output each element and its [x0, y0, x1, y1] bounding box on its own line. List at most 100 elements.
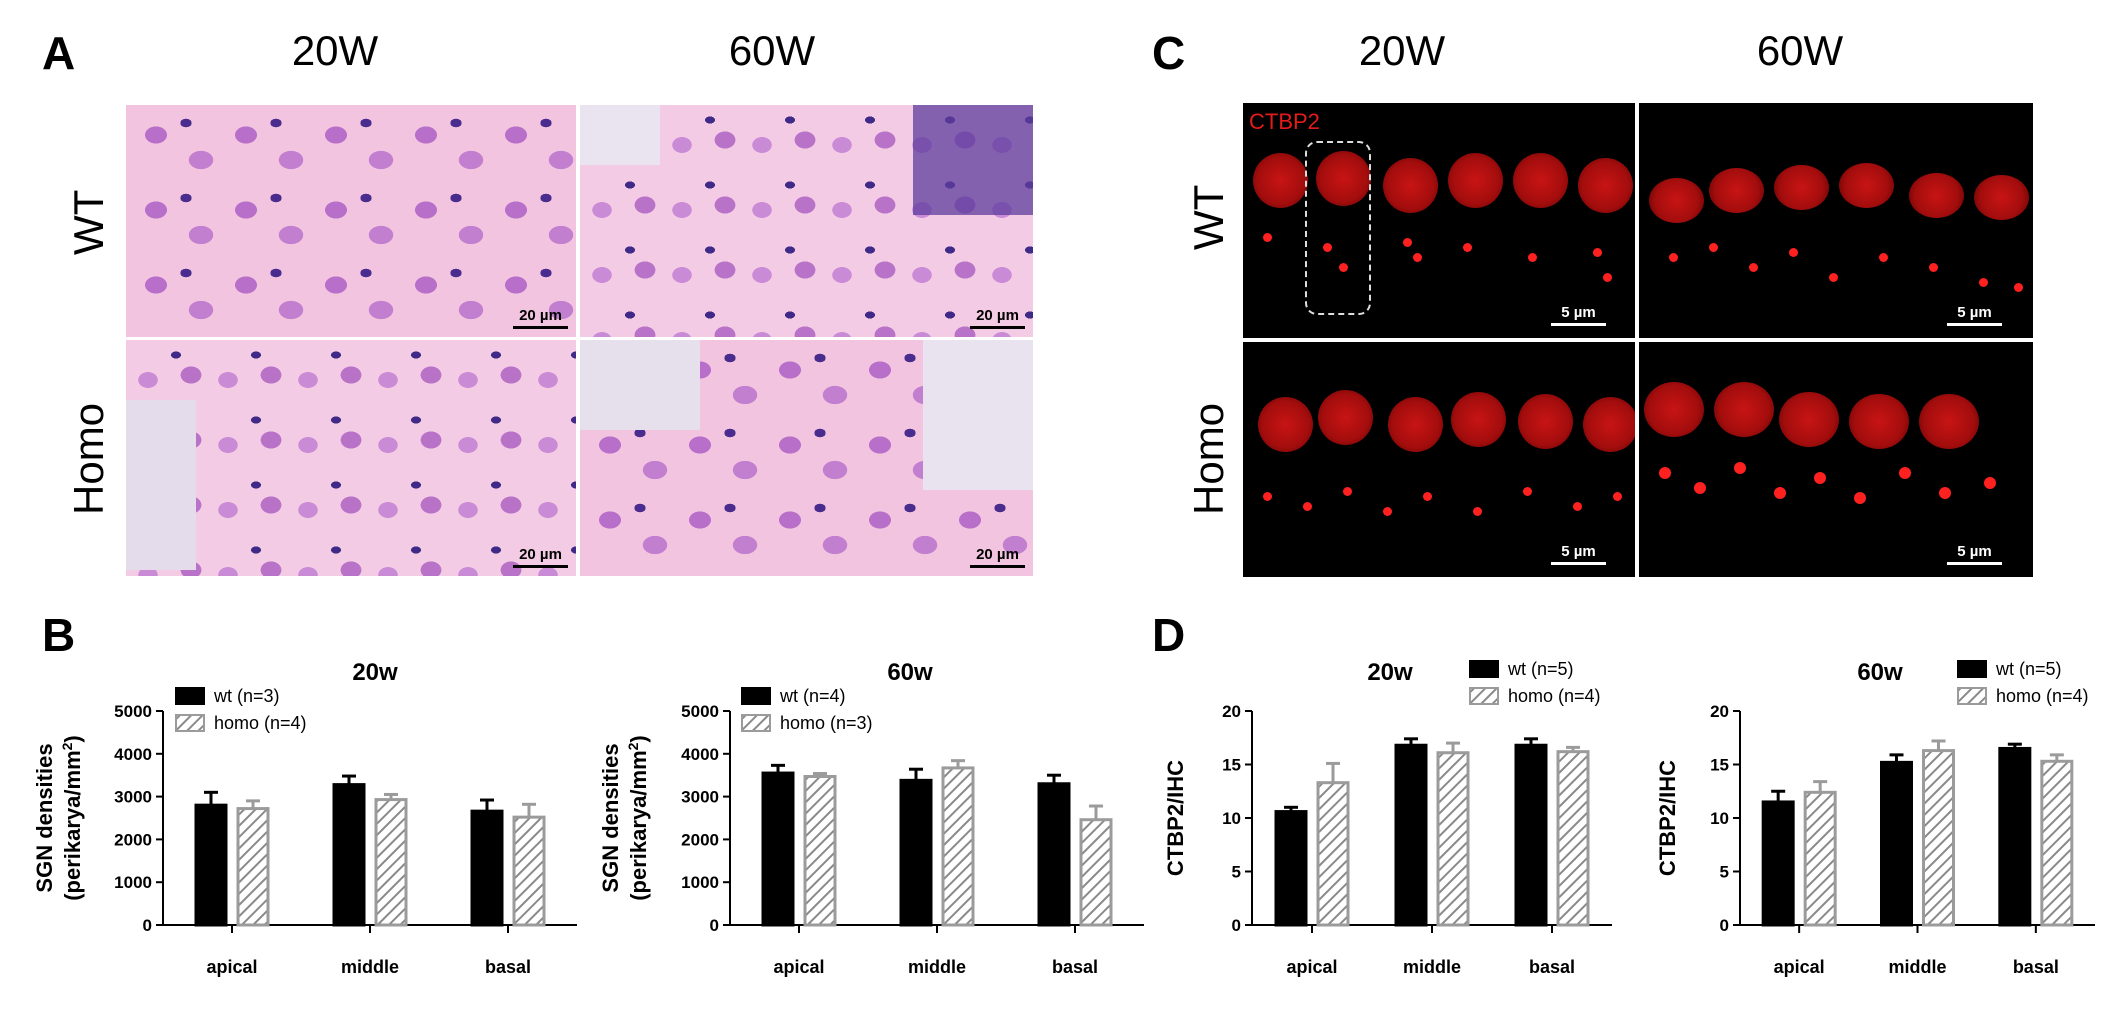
y-tick-label: 10 — [1710, 809, 1729, 828]
legend-swatch-wt — [175, 687, 205, 705]
legend-swatch-wt — [1957, 660, 1987, 678]
y-tick-label: 3000 — [114, 788, 152, 807]
chart-B-20w: 20w SGN densities (perikarya/mm2) 0 1000 2000… — [32, 659, 577, 977]
scale-bar: 20 µm — [970, 546, 1025, 568]
legend-label-wt: wt (n=5) — [1995, 659, 2062, 679]
confocal-image-wt-20w: CTBP2 5 µm — [1243, 103, 1635, 338]
y-axis-label: SGN densities (perikarya/mm2) — [598, 735, 651, 901]
scale-bar: 20 µm — [513, 546, 568, 568]
bar-wt-apical — [194, 803, 228, 927]
y-tick-label: 3000 — [681, 788, 719, 807]
bar-wt-apical — [1274, 810, 1308, 927]
panel-a-col-title-60w: 60W — [728, 27, 816, 74]
he-image-wt-20w: 20 µm — [126, 105, 576, 337]
legend-swatch-homo — [175, 714, 205, 732]
y-tick-label: 1000 — [681, 873, 719, 892]
legend-swatch-homo — [741, 714, 771, 732]
confocal-image-homo-60w: 5 µm — [1639, 342, 2033, 577]
he-image-homo-60w: 20 µm — [580, 340, 1033, 576]
y-tick-label: 4000 — [114, 745, 152, 764]
y-tick-label: 5000 — [681, 702, 719, 721]
bar-homo-basal — [2040, 759, 2074, 927]
y-tick-label: 5000 — [114, 702, 152, 721]
bar-homo-basal — [1556, 750, 1590, 927]
x-tick-label: apical — [773, 957, 824, 977]
chart-D-20w: 20w CTBP2/IHC 0 5 10 15 20 apical middle basal wt … — [1163, 659, 1612, 977]
legend-label-homo: homo (n=4) — [214, 713, 307, 733]
chart-D-60w: 60w CTBP2/IHC 0 5 10 15 20 apical middle basal wt … — [1655, 659, 2095, 977]
bar-homo-middle — [374, 798, 408, 927]
chart-title: 20w — [1367, 659, 1413, 686]
x-tick-label: apical — [206, 957, 257, 977]
confocal-image-homo-20w: 5 µm — [1243, 342, 1635, 577]
y-tick-label: 5 — [1232, 863, 1241, 882]
y-tick-label: 5 — [1720, 863, 1729, 882]
y-axis-label: CTBP2/IHC — [1655, 760, 1680, 876]
panel-c-col-title-60w: 60W — [1756, 27, 1844, 74]
scale-bar: 5 µm — [1551, 304, 1606, 326]
legend-label-wt: wt (n=3) — [213, 686, 280, 706]
chart-title: 60w — [887, 659, 933, 686]
panel-label-b: B — [42, 609, 76, 661]
bar-homo-apical — [236, 807, 270, 927]
y-tick-label: 0 — [710, 916, 719, 935]
panel-c-col-title-20w: 20W — [1358, 27, 1446, 74]
scale-bar: 20 µm — [970, 307, 1025, 329]
y-tick-label: 20 — [1710, 702, 1729, 721]
ihc-outline — [1305, 141, 1371, 315]
confocal-image-wt-60w: 5 µm — [1639, 103, 2033, 338]
scale-bar: 5 µm — [1947, 543, 2002, 565]
ctbp2-label: CTBP2 — [1249, 109, 1320, 134]
panel-a-col-title-20w: 20W — [291, 27, 379, 74]
bar-homo-basal — [1079, 818, 1113, 927]
scale-bar: 20 µm — [513, 307, 568, 329]
legend-label-homo: homo (n=4) — [1508, 686, 1601, 706]
x-tick-label: apical — [1774, 957, 1825, 977]
legend-swatch-homo — [1957, 687, 1987, 705]
chart-title: 60w — [1857, 659, 1903, 686]
y-tick-label: 2000 — [681, 830, 719, 849]
y-tick-label: 10 — [1222, 809, 1241, 828]
y-tick-label: 0 — [143, 916, 152, 935]
bar-wt-apical — [1761, 800, 1795, 927]
bar-wt-middle — [332, 783, 366, 927]
bar-wt-middle — [899, 778, 933, 927]
bar-homo-middle — [941, 766, 975, 927]
legend-label-wt: wt (n=4) — [779, 686, 846, 706]
scale-bar: 5 µm — [1551, 543, 1606, 565]
bar-homo-apical — [1803, 790, 1837, 927]
bar-homo-middle — [1436, 751, 1470, 927]
y-tick-label: 15 — [1710, 756, 1729, 775]
bar-homo-basal — [512, 815, 546, 927]
legend-swatch-wt — [741, 687, 771, 705]
bar-wt-middle — [1394, 743, 1428, 927]
bar-wt-basal — [1514, 743, 1548, 927]
he-image-wt-60w: 20 µm — [580, 105, 1033, 337]
legend-swatch-wt — [1469, 660, 1499, 678]
x-tick-label: basal — [2013, 957, 2059, 977]
y-tick-label: 20 — [1222, 702, 1241, 721]
x-tick-label: basal — [1529, 957, 1575, 977]
bar-wt-basal — [470, 809, 504, 927]
scale-bar: 5 µm — [1947, 304, 2002, 326]
y-axis-label: SGN densities (perikarya/mm2) — [32, 735, 85, 901]
x-tick-label: middle — [908, 957, 966, 977]
legend-label-wt: wt (n=5) — [1507, 659, 1574, 679]
y-tick-label: 1000 — [114, 873, 152, 892]
legend-label-homo: homo (n=4) — [1996, 686, 2089, 706]
legend-label-homo: homo (n=3) — [780, 713, 873, 733]
panel-label-a: A — [42, 27, 76, 79]
legend-swatch-homo — [1469, 687, 1499, 705]
panel-label-c: C — [1152, 27, 1186, 79]
x-tick-label: middle — [1888, 957, 1946, 977]
bar-wt-basal — [1037, 782, 1071, 927]
y-axis-label: CTBP2/IHC — [1163, 760, 1188, 876]
y-tick-label: 15 — [1222, 756, 1241, 775]
x-tick-label: basal — [485, 957, 531, 977]
y-tick-label: 0 — [1720, 916, 1729, 935]
bar-homo-apical — [803, 774, 837, 927]
bar-wt-middle — [1880, 760, 1913, 927]
bar-homo-middle — [1922, 749, 1955, 927]
bar-wt-basal — [1998, 746, 2032, 927]
